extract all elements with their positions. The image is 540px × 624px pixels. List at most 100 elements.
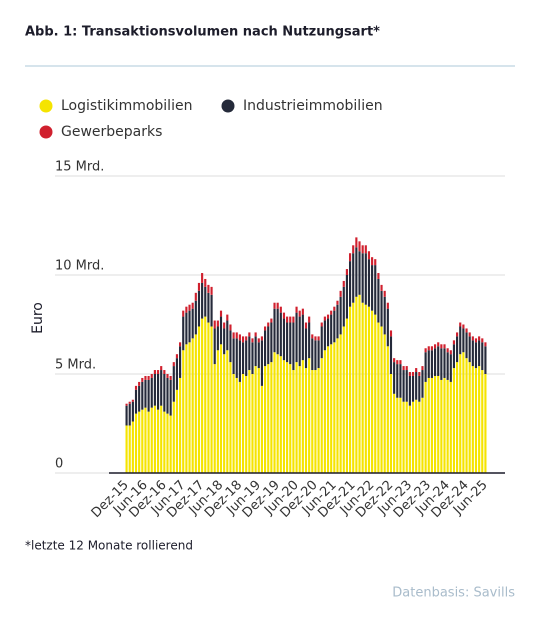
- bar-segment: [160, 370, 163, 406]
- bar-segment: [153, 370, 156, 374]
- bar-segment: [229, 362, 232, 473]
- bar-segment: [141, 409, 144, 473]
- bar-segment: [238, 340, 241, 382]
- bar-segment: [238, 334, 241, 341]
- bar-segment: [377, 278, 380, 323]
- bar-segment: [430, 346, 433, 351]
- bar-segment: [345, 275, 348, 319]
- bar-segment: [364, 304, 367, 473]
- bar-segment: [254, 332, 257, 337]
- bar-segment: [232, 374, 235, 473]
- bar-segment: [424, 352, 427, 382]
- bar-segment: [352, 302, 355, 473]
- bar-segment: [194, 300, 197, 335]
- bar-segment: [471, 336, 474, 341]
- bar-segment: [204, 286, 207, 317]
- bar-segment: [270, 318, 273, 323]
- bar-segment: [232, 332, 235, 339]
- bar-segment: [248, 370, 251, 473]
- bar-segment: [289, 316, 292, 323]
- bar-segment: [389, 330, 393, 337]
- bar-segment: [396, 360, 399, 365]
- chart-title: Abb. 1: Transaktionsvolumen nach Nutzung…: [25, 25, 380, 40]
- bar-segment: [267, 364, 270, 473]
- bar-segment: [424, 348, 427, 353]
- bar-segment: [131, 399, 134, 402]
- bar-segment: [446, 379, 449, 473]
- bar-segment: [147, 411, 150, 473]
- bar-segment: [245, 336, 248, 341]
- bar-segment: [380, 284, 383, 291]
- bar-segment: [459, 354, 462, 473]
- bar-segment: [241, 374, 245, 473]
- bar-segment: [402, 401, 405, 473]
- bar-segment: [433, 344, 437, 349]
- bar-segment: [443, 348, 446, 378]
- bar-segment: [443, 377, 446, 473]
- bar-segment: [361, 245, 364, 254]
- bar-segment: [421, 397, 424, 473]
- bar-segment: [452, 344, 456, 369]
- y-tick-label: 5 Mrd.: [55, 358, 96, 373]
- bar-segment: [440, 379, 443, 473]
- bar-segment: [282, 318, 286, 361]
- bar-segment: [229, 330, 232, 363]
- bar-segment: [163, 411, 166, 473]
- bar-segment: [267, 326, 270, 365]
- bar-segment: [474, 338, 478, 343]
- bar-segment: [150, 377, 153, 408]
- bar-segment: [201, 273, 204, 283]
- bar-segment: [226, 350, 229, 473]
- bar-segment: [408, 372, 411, 376]
- bar-segment: [418, 401, 421, 473]
- bar-segment: [150, 374, 153, 378]
- bar-segment: [156, 374, 160, 410]
- bar-segment: [462, 352, 465, 473]
- bar-segment: [308, 358, 311, 473]
- bar-segment: [320, 358, 323, 473]
- bar-segment: [333, 342, 336, 473]
- bar-segment: [147, 379, 150, 412]
- bar-segment: [295, 312, 298, 363]
- bar-segment: [342, 286, 345, 327]
- bar-segment: [411, 401, 415, 473]
- bar-segment: [389, 336, 393, 374]
- bar-segment: [219, 344, 223, 473]
- bar-segment: [474, 368, 478, 473]
- bar-segment: [367, 251, 371, 260]
- bar-segment: [292, 316, 295, 323]
- bar-segment: [213, 320, 216, 329]
- bar-segment: [172, 401, 175, 473]
- bar-segment: [330, 314, 333, 345]
- bar-segment: [374, 259, 377, 266]
- legend-swatch: [221, 99, 235, 113]
- bar-segment: [213, 328, 216, 365]
- bar-segment: [257, 368, 260, 473]
- bar-segment: [339, 290, 342, 297]
- bar-segment: [251, 338, 254, 343]
- bar-segment: [276, 302, 279, 309]
- bar-segment: [396, 397, 399, 473]
- bar-segment: [348, 253, 352, 262]
- bar-segment: [405, 366, 408, 371]
- bar-segment: [298, 316, 301, 367]
- bar-segment: [298, 310, 301, 317]
- bar-segment: [415, 399, 418, 473]
- bar-segment: [304, 322, 308, 329]
- bar-segment: [163, 370, 166, 374]
- bar-segment: [430, 377, 433, 473]
- bar-segment: [273, 308, 276, 353]
- bar-segment: [286, 316, 289, 323]
- bar-segment: [348, 261, 352, 307]
- bar-segment: [449, 354, 452, 382]
- bar-segment: [427, 377, 430, 473]
- bar-segment: [478, 340, 481, 367]
- bar-segment: [484, 342, 487, 347]
- bar-segment: [260, 385, 264, 473]
- bar-segment: [405, 401, 408, 473]
- bar-segment: [399, 360, 402, 365]
- bar-segment: [323, 350, 326, 473]
- bar-segment: [468, 362, 471, 473]
- legend-label: Gewerbeparks: [61, 124, 162, 140]
- bar-segment: [289, 322, 292, 365]
